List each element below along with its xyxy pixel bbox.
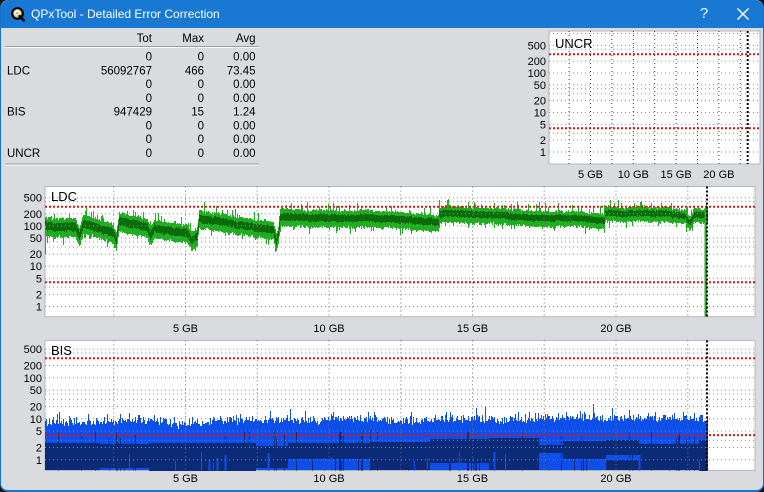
- svg-text:500: 500: [528, 40, 546, 52]
- svg-text:10 GB: 10 GB: [313, 473, 344, 485]
- svg-text:20 GB: 20 GB: [703, 169, 734, 181]
- svg-text:5: 5: [36, 273, 42, 285]
- svg-text:20: 20: [534, 96, 546, 108]
- svg-text:50: 50: [534, 80, 546, 92]
- svg-text:Avg: Avg: [236, 33, 256, 45]
- svg-text:1.24: 1.24: [233, 107, 256, 119]
- svg-text:0.00: 0.00: [233, 52, 255, 64]
- svg-text:0: 0: [146, 52, 152, 64]
- svg-text:0: 0: [198, 134, 204, 146]
- svg-text:5: 5: [36, 426, 42, 438]
- svg-text:2: 2: [36, 289, 42, 301]
- svg-text:15 GB: 15 GB: [457, 473, 488, 485]
- svg-text:0: 0: [146, 120, 152, 132]
- svg-text:500: 500: [24, 344, 42, 356]
- svg-text:0: 0: [198, 52, 204, 64]
- svg-text:15 GB: 15 GB: [457, 323, 488, 335]
- svg-text:0: 0: [146, 93, 152, 105]
- svg-text:BIS: BIS: [7, 107, 26, 119]
- svg-text:5 GB: 5 GB: [578, 169, 603, 181]
- svg-text:10: 10: [534, 108, 546, 120]
- svg-text:56092767: 56092767: [101, 65, 152, 77]
- svg-text:0: 0: [146, 134, 152, 146]
- svg-text:5 GB: 5 GB: [173, 323, 198, 335]
- svg-text:0: 0: [146, 148, 152, 160]
- svg-text:0.00: 0.00: [233, 93, 255, 105]
- svg-text:100: 100: [528, 68, 546, 80]
- svg-text:100: 100: [24, 221, 42, 233]
- svg-text:0.00: 0.00: [233, 79, 255, 91]
- svg-text:0: 0: [198, 93, 204, 105]
- svg-text:1: 1: [540, 147, 546, 159]
- svg-text:15: 15: [191, 107, 204, 119]
- svg-text:5 GB: 5 GB: [173, 473, 198, 485]
- svg-text:20: 20: [30, 402, 42, 414]
- svg-text:0.00: 0.00: [233, 120, 255, 132]
- svg-text:0.00: 0.00: [233, 134, 255, 146]
- svg-text:0: 0: [198, 148, 204, 160]
- svg-text:2: 2: [36, 443, 42, 455]
- svg-text:947429: 947429: [114, 107, 152, 119]
- svg-text:20 GB: 20 GB: [600, 323, 631, 335]
- svg-text:200: 200: [24, 209, 42, 221]
- svg-text:0.00: 0.00: [233, 148, 255, 160]
- svg-text:20: 20: [30, 249, 42, 261]
- svg-text:Tot: Tot: [137, 33, 153, 45]
- svg-text:20 GB: 20 GB: [600, 473, 631, 485]
- svg-text:LDC: LDC: [51, 189, 77, 204]
- svg-text:500: 500: [24, 193, 42, 205]
- svg-text:50: 50: [30, 385, 42, 397]
- svg-text:73.45: 73.45: [227, 65, 256, 77]
- svg-text:10 GB: 10 GB: [313, 323, 344, 335]
- svg-text:UNCR: UNCR: [7, 148, 40, 160]
- svg-text:100: 100: [24, 373, 42, 385]
- svg-text:15 GB: 15 GB: [661, 169, 692, 181]
- svg-text:1: 1: [36, 455, 42, 467]
- svg-text:10 GB: 10 GB: [618, 169, 649, 181]
- svg-text:50: 50: [30, 233, 42, 245]
- svg-text:Max: Max: [182, 33, 204, 45]
- svg-text:5: 5: [540, 119, 546, 131]
- svg-text:0: 0: [198, 79, 204, 91]
- svg-text:1: 1: [36, 302, 42, 314]
- svg-text:10: 10: [30, 261, 42, 273]
- svg-text:LDC: LDC: [7, 65, 30, 77]
- svg-text:0: 0: [146, 79, 152, 91]
- svg-text:200: 200: [528, 56, 546, 68]
- svg-text:10: 10: [30, 414, 42, 426]
- svg-text:2: 2: [540, 135, 546, 147]
- svg-text:BIS: BIS: [51, 343, 72, 358]
- svg-text:200: 200: [24, 361, 42, 373]
- svg-text:466: 466: [185, 65, 204, 77]
- svg-text:0: 0: [198, 120, 204, 132]
- svg-text:UNCR: UNCR: [555, 36, 593, 51]
